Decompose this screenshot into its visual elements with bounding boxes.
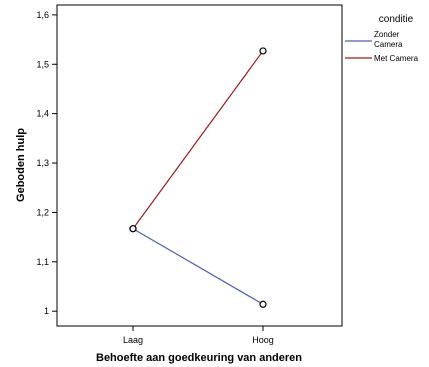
x-axis-title: Behoefte aan goedkeuring van anderen bbox=[96, 352, 302, 364]
series-line bbox=[132, 228, 264, 305]
y-tick-label: 1,3 bbox=[36, 158, 49, 168]
plot-area-frame bbox=[56, 4, 343, 327]
y-tick-label: 1,5 bbox=[36, 59, 49, 69]
legend-title: conditie bbox=[379, 14, 414, 25]
legend: conditie Zonder Camera Met Camera bbox=[345, 14, 419, 63]
data-point bbox=[129, 225, 137, 233]
y-tick-label: 1,1 bbox=[36, 257, 49, 267]
x-tick-label: Laag bbox=[123, 335, 143, 345]
y-tick-label: 1 bbox=[44, 306, 49, 316]
y-tick-label: 1,6 bbox=[36, 10, 49, 20]
data-point bbox=[259, 47, 267, 55]
data-point bbox=[259, 300, 267, 308]
y-axis: 1 1,1 1,2 1,3 1,4 1,5 1,6 bbox=[36, 10, 57, 316]
y-tick-label: 1,4 bbox=[36, 109, 49, 119]
series-line bbox=[132, 50, 264, 230]
legend-label: Zonder Camera bbox=[374, 30, 403, 49]
y-axis-title: Geboden hulp bbox=[15, 128, 27, 202]
y-tick-label: 1,2 bbox=[36, 207, 49, 217]
legend-label: Met Camera bbox=[374, 54, 419, 63]
x-tick-label: Hoog bbox=[252, 335, 274, 345]
series-lines bbox=[132, 50, 264, 305]
x-axis: Laag Hoog bbox=[123, 326, 274, 345]
series-points bbox=[129, 47, 267, 308]
